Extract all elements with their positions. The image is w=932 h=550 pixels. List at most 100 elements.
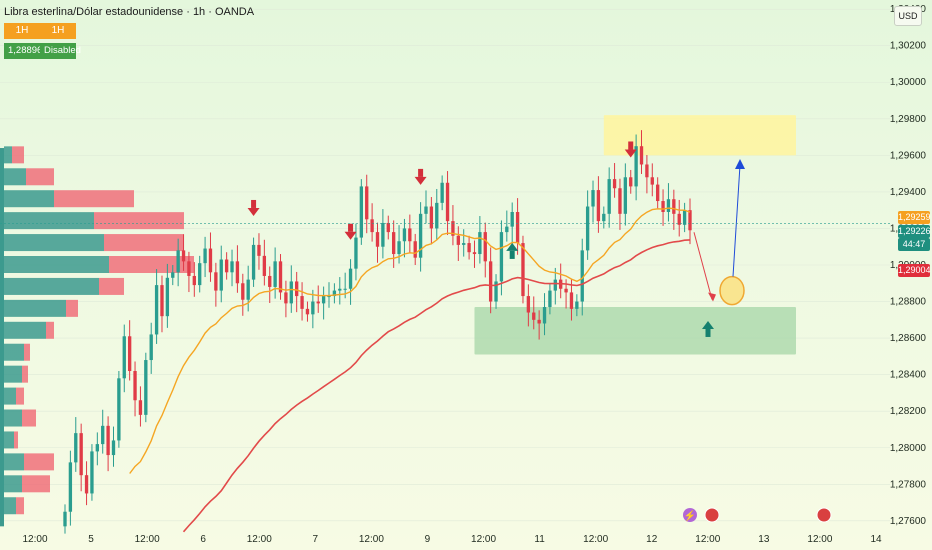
candle-body — [295, 281, 299, 297]
volume-bar-sell — [14, 431, 18, 449]
candle-body — [445, 182, 450, 222]
x-tick-label: 12:00 — [583, 534, 608, 545]
volume-bar-sell — [94, 212, 184, 230]
x-tick-label: 12:00 — [807, 534, 832, 545]
x-axis: 12:00 5 12:00 6 12:00 7 12:00 9 12:00 11 12:00 12 12… — [22, 534, 882, 545]
volume-bar-sell — [24, 453, 54, 471]
candle-body — [488, 261, 493, 302]
price-value-badge: 1,28896 — [4, 43, 42, 59]
candle-body — [262, 255, 267, 276]
y-tick-label: 1,29400 — [890, 187, 927, 198]
candle-body — [365, 186, 369, 220]
candle-body — [160, 285, 164, 317]
candle-body — [575, 301, 579, 309]
candle-body — [176, 250, 180, 273]
candle-body — [656, 184, 660, 202]
projection-up-line — [732, 164, 741, 277]
signal-markers — [247, 141, 714, 337]
candle-body — [321, 296, 326, 304]
candle-body — [219, 259, 223, 291]
candle-body — [133, 371, 137, 401]
volume-bar-buy — [4, 212, 94, 230]
target-circle — [719, 275, 745, 306]
lightning-event-icon[interactable] — [683, 508, 697, 522]
candle-body — [187, 261, 191, 276]
sell-arrow-icon — [247, 207, 260, 216]
candle-body — [111, 440, 116, 456]
candle-body — [257, 244, 261, 256]
interval-badge-right[interactable]: 1H — [40, 23, 76, 39]
event-icons: ⚡ — [683, 507, 832, 523]
volume-bar-buy — [4, 256, 109, 273]
y-tick-label: 1,30000 — [890, 77, 927, 88]
candle-body — [591, 190, 595, 207]
candle-body — [639, 146, 644, 165]
candle-body — [435, 202, 439, 229]
sell-arrow-stem — [251, 199, 257, 208]
projection-down-arrowhead — [708, 292, 716, 302]
candle-body — [677, 213, 681, 225]
candle-body — [596, 190, 601, 222]
volume-profile — [0, 146, 194, 527]
us-flag-event-icon-2[interactable] — [816, 507, 832, 523]
candle-body — [171, 272, 175, 278]
candle-body — [90, 451, 94, 494]
candle-body — [214, 272, 218, 291]
candle-body — [408, 228, 412, 242]
candle-body — [235, 261, 240, 284]
supply-zone — [603, 115, 796, 156]
volume-bar-buy — [4, 475, 22, 493]
candle-body — [106, 425, 110, 456]
volume-bar-sell — [16, 387, 24, 405]
price-status-badge[interactable]: Disabled — [40, 43, 81, 59]
volume-bar-buy — [4, 343, 24, 361]
y-tick-label: 1,29600 — [890, 150, 927, 161]
candle-body — [74, 433, 78, 463]
projection-down-line — [693, 232, 713, 300]
candle-body — [230, 261, 234, 273]
candle-body — [515, 212, 520, 244]
ema-fast-line — [129, 207, 691, 474]
candle-body — [418, 213, 423, 258]
candle-body — [413, 241, 417, 258]
candle-body — [251, 244, 256, 280]
candle-body — [672, 199, 676, 214]
candle-body — [327, 296, 331, 298]
candle-body — [542, 307, 547, 324]
sell-arrow-icon — [624, 149, 637, 158]
buy-arrow-icon — [506, 242, 519, 251]
currency-button[interactable]: USD — [894, 6, 922, 26]
volume-bar-sell — [22, 365, 28, 383]
candle-body — [472, 252, 477, 255]
y-tick-label: 1,27600 — [890, 516, 927, 527]
volume-axis — [0, 148, 4, 527]
candle-body — [505, 226, 509, 233]
candle-body — [585, 206, 590, 251]
candle-body — [79, 433, 83, 476]
x-tick-label: 5 — [88, 534, 94, 545]
candle-body — [154, 285, 159, 335]
candle-body — [483, 232, 487, 262]
interval-badge-left[interactable]: 1H — [4, 23, 40, 39]
y-tick-label: 1,28000 — [890, 443, 927, 454]
us-flag-event-icon[interactable] — [704, 507, 720, 523]
candle-body — [165, 277, 170, 317]
candle-body — [553, 279, 557, 291]
candle-body — [203, 248, 207, 264]
volume-bar-buy — [4, 497, 16, 515]
candle-body — [532, 312, 536, 320]
candle-body — [348, 268, 353, 289]
volume-bar-sell — [22, 475, 50, 493]
candle-body — [122, 336, 126, 379]
sell-arrow-stem — [348, 223, 354, 232]
candle-body — [241, 283, 245, 300]
candle-body — [338, 288, 342, 291]
candle-body — [246, 279, 250, 300]
candle-body — [612, 179, 617, 189]
x-tick-label: 12:00 — [247, 534, 272, 545]
y-tick-label: 1,27800 — [890, 479, 927, 490]
candle-body — [526, 296, 531, 313]
candle-body — [198, 263, 202, 286]
grid-lines — [0, 8, 890, 522]
